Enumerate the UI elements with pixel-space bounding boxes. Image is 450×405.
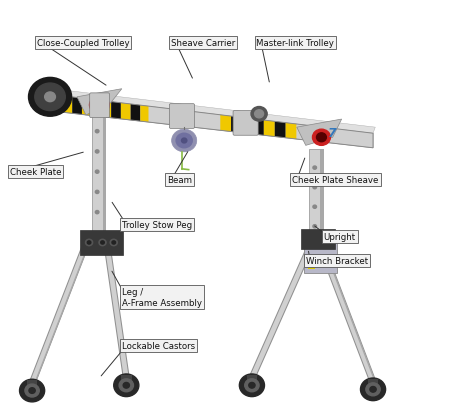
Text: Sheave Carrier: Sheave Carrier xyxy=(171,38,235,47)
Text: Beam: Beam xyxy=(166,176,192,185)
FancyBboxPatch shape xyxy=(233,111,258,136)
Polygon shape xyxy=(121,104,130,121)
Bar xyxy=(308,263,315,269)
Circle shape xyxy=(99,240,106,246)
Circle shape xyxy=(245,379,259,392)
Circle shape xyxy=(95,171,99,174)
Circle shape xyxy=(313,166,316,170)
Circle shape xyxy=(101,241,104,245)
Circle shape xyxy=(112,241,116,245)
Text: Lockable Castors: Lockable Castors xyxy=(122,341,195,350)
Polygon shape xyxy=(54,96,63,113)
Circle shape xyxy=(313,186,316,189)
Circle shape xyxy=(255,111,264,119)
Bar xyxy=(121,375,132,380)
Circle shape xyxy=(316,134,326,143)
Polygon shape xyxy=(286,124,297,140)
Polygon shape xyxy=(297,125,373,148)
Circle shape xyxy=(19,379,45,402)
Circle shape xyxy=(312,130,330,146)
Circle shape xyxy=(119,379,134,392)
Text: Leg /
A-Frame Assembly: Leg / A-Frame Assembly xyxy=(122,288,202,307)
Polygon shape xyxy=(52,90,375,134)
Circle shape xyxy=(35,84,65,111)
Polygon shape xyxy=(77,90,122,116)
Bar xyxy=(80,231,123,255)
Circle shape xyxy=(95,150,99,153)
Circle shape xyxy=(29,388,35,393)
Polygon shape xyxy=(101,101,111,119)
Bar xyxy=(27,380,37,385)
Polygon shape xyxy=(63,96,72,114)
Circle shape xyxy=(366,383,380,396)
Circle shape xyxy=(28,78,72,117)
Polygon shape xyxy=(54,96,373,148)
Circle shape xyxy=(95,130,99,134)
Text: Upright: Upright xyxy=(324,232,356,241)
Circle shape xyxy=(176,134,192,148)
Bar xyxy=(247,375,257,380)
Polygon shape xyxy=(148,107,220,131)
Polygon shape xyxy=(242,118,253,135)
Polygon shape xyxy=(253,119,264,136)
Polygon shape xyxy=(297,120,342,146)
Circle shape xyxy=(249,382,255,388)
Bar xyxy=(309,150,320,243)
Circle shape xyxy=(25,384,39,397)
Polygon shape xyxy=(220,115,231,132)
Circle shape xyxy=(239,374,265,396)
Circle shape xyxy=(87,241,91,245)
Circle shape xyxy=(360,378,386,401)
Polygon shape xyxy=(275,122,286,139)
Circle shape xyxy=(90,97,109,115)
Text: Cheek Plate: Cheek Plate xyxy=(9,168,61,177)
FancyBboxPatch shape xyxy=(90,94,109,118)
Circle shape xyxy=(94,101,105,111)
Bar xyxy=(103,116,106,233)
Circle shape xyxy=(95,191,99,194)
Text: Close-Coupled Trolley: Close-Coupled Trolley xyxy=(36,38,129,47)
Polygon shape xyxy=(264,121,275,137)
Bar xyxy=(320,150,324,243)
Circle shape xyxy=(171,130,197,152)
Bar xyxy=(303,240,337,273)
Polygon shape xyxy=(130,105,140,122)
Polygon shape xyxy=(72,98,82,115)
Text: Master-link Trolley: Master-link Trolley xyxy=(256,38,334,47)
Circle shape xyxy=(251,107,267,122)
Text: Cheek Plate Sheave: Cheek Plate Sheave xyxy=(292,176,378,185)
Circle shape xyxy=(313,225,316,228)
Polygon shape xyxy=(111,102,121,119)
Polygon shape xyxy=(140,106,150,123)
Circle shape xyxy=(110,240,117,246)
Polygon shape xyxy=(231,117,242,133)
FancyBboxPatch shape xyxy=(169,104,194,129)
Text: Winch Bracket: Winch Bracket xyxy=(306,256,368,266)
Text: 7: 7 xyxy=(327,126,336,139)
Circle shape xyxy=(86,240,93,246)
Circle shape xyxy=(313,206,316,209)
Circle shape xyxy=(181,139,187,143)
Circle shape xyxy=(123,382,130,388)
Polygon shape xyxy=(82,99,92,116)
Circle shape xyxy=(114,374,139,396)
Bar xyxy=(91,116,103,233)
Polygon shape xyxy=(92,100,101,117)
Text: Trolley Stow Peg: Trolley Stow Peg xyxy=(122,220,192,229)
Bar xyxy=(301,230,335,249)
Circle shape xyxy=(45,93,55,102)
Circle shape xyxy=(95,211,99,214)
Circle shape xyxy=(370,386,376,392)
Bar xyxy=(368,379,378,384)
